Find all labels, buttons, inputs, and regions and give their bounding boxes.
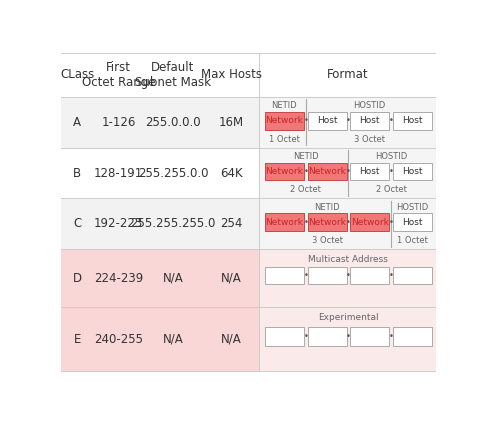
Bar	[259, 97, 436, 148]
Text: •: •	[389, 332, 393, 341]
Text: N/A: N/A	[163, 333, 183, 345]
Text: •: •	[346, 218, 351, 227]
Text: N/A: N/A	[221, 271, 242, 285]
Bar	[308, 163, 347, 180]
Bar	[60, 97, 259, 148]
Text: 1 Octet: 1 Octet	[269, 135, 300, 143]
Bar	[265, 267, 304, 284]
Text: •: •	[303, 332, 308, 341]
Text: 1-126: 1-126	[102, 116, 136, 129]
Text: •: •	[389, 271, 393, 280]
Text: CLass: CLass	[60, 68, 94, 81]
Text: Host: Host	[402, 218, 423, 227]
Text: •: •	[346, 332, 351, 341]
Text: Network: Network	[308, 218, 346, 227]
Bar	[259, 249, 436, 307]
Bar	[393, 163, 432, 180]
Text: Default
Subnet Mask: Default Subnet Mask	[135, 61, 211, 89]
Bar	[393, 112, 432, 130]
Bar	[393, 267, 432, 284]
Text: Network: Network	[265, 167, 303, 176]
Text: NETID: NETID	[314, 202, 340, 212]
Bar	[350, 112, 389, 130]
Text: A: A	[74, 116, 81, 129]
Bar	[393, 213, 432, 231]
Text: C: C	[73, 217, 81, 231]
Text: First
Octet Range: First Octet Range	[82, 61, 155, 89]
Bar	[350, 163, 389, 180]
Text: 255.255.0.0: 255.255.0.0	[138, 167, 208, 180]
Text: 16M: 16M	[219, 116, 244, 129]
Bar	[308, 267, 347, 284]
Bar	[308, 213, 347, 231]
Text: D: D	[73, 271, 82, 285]
Text: 128-191: 128-191	[94, 167, 143, 180]
Bar	[350, 267, 389, 284]
Text: 224-239: 224-239	[94, 271, 143, 285]
Bar	[308, 112, 347, 130]
Text: Format: Format	[327, 68, 368, 81]
Text: N/A: N/A	[163, 271, 183, 285]
Text: Host: Host	[317, 116, 337, 125]
Text: •: •	[303, 271, 308, 280]
Text: •: •	[389, 218, 393, 227]
Bar	[350, 327, 389, 346]
Text: NETID: NETID	[272, 101, 297, 110]
Bar	[350, 213, 389, 231]
Text: 240-255: 240-255	[94, 333, 143, 345]
Bar	[60, 53, 436, 97]
Text: HOSTID: HOSTID	[396, 202, 428, 212]
Text: HOSTID: HOSTID	[375, 152, 407, 161]
Text: 64K: 64K	[220, 167, 242, 180]
Bar	[393, 327, 432, 346]
Text: 2 Octet: 2 Octet	[290, 185, 321, 194]
Text: Network: Network	[351, 218, 389, 227]
Text: •: •	[346, 167, 351, 176]
Bar	[265, 112, 304, 130]
Text: E: E	[74, 333, 81, 345]
Bar	[259, 148, 436, 198]
Text: •: •	[346, 271, 351, 280]
Bar	[265, 213, 304, 231]
Text: N/A: N/A	[221, 333, 242, 345]
Text: •: •	[389, 116, 393, 125]
Text: 3 Octet: 3 Octet	[312, 236, 343, 245]
Bar	[60, 148, 259, 198]
Text: •: •	[303, 167, 308, 176]
Text: 255.255.255.0: 255.255.255.0	[130, 217, 216, 231]
Text: HOSTID: HOSTID	[354, 101, 386, 110]
Text: Experimental: Experimental	[318, 313, 378, 323]
Text: •: •	[389, 167, 393, 176]
Bar	[308, 327, 347, 346]
Bar	[265, 163, 304, 180]
Bar	[259, 198, 436, 249]
Bar	[259, 307, 436, 371]
Text: B: B	[73, 167, 81, 180]
Bar	[265, 327, 304, 346]
Text: Host: Host	[360, 116, 380, 125]
Text: Host: Host	[360, 167, 380, 176]
Text: Network: Network	[265, 218, 303, 227]
Text: 192-223: 192-223	[94, 217, 143, 231]
Text: 255.0.0.0: 255.0.0.0	[145, 116, 201, 129]
Text: Multicast Address: Multicast Address	[308, 255, 388, 264]
Text: Host: Host	[402, 116, 423, 125]
Text: •: •	[346, 116, 351, 125]
Text: 1 Octet: 1 Octet	[397, 236, 428, 245]
Text: •: •	[303, 218, 308, 227]
Text: •: •	[303, 116, 308, 125]
Text: Host: Host	[402, 167, 423, 176]
Text: Max Hosts: Max Hosts	[201, 68, 262, 81]
Text: 3 Octet: 3 Octet	[354, 135, 385, 143]
Bar	[60, 198, 259, 249]
Bar	[60, 307, 259, 371]
Text: Network: Network	[308, 167, 346, 176]
Text: NETID: NETID	[293, 152, 318, 161]
Text: 254: 254	[220, 217, 242, 231]
Text: Network: Network	[265, 116, 303, 125]
Bar	[60, 249, 259, 307]
Text: 2 Octet: 2 Octet	[376, 185, 407, 194]
